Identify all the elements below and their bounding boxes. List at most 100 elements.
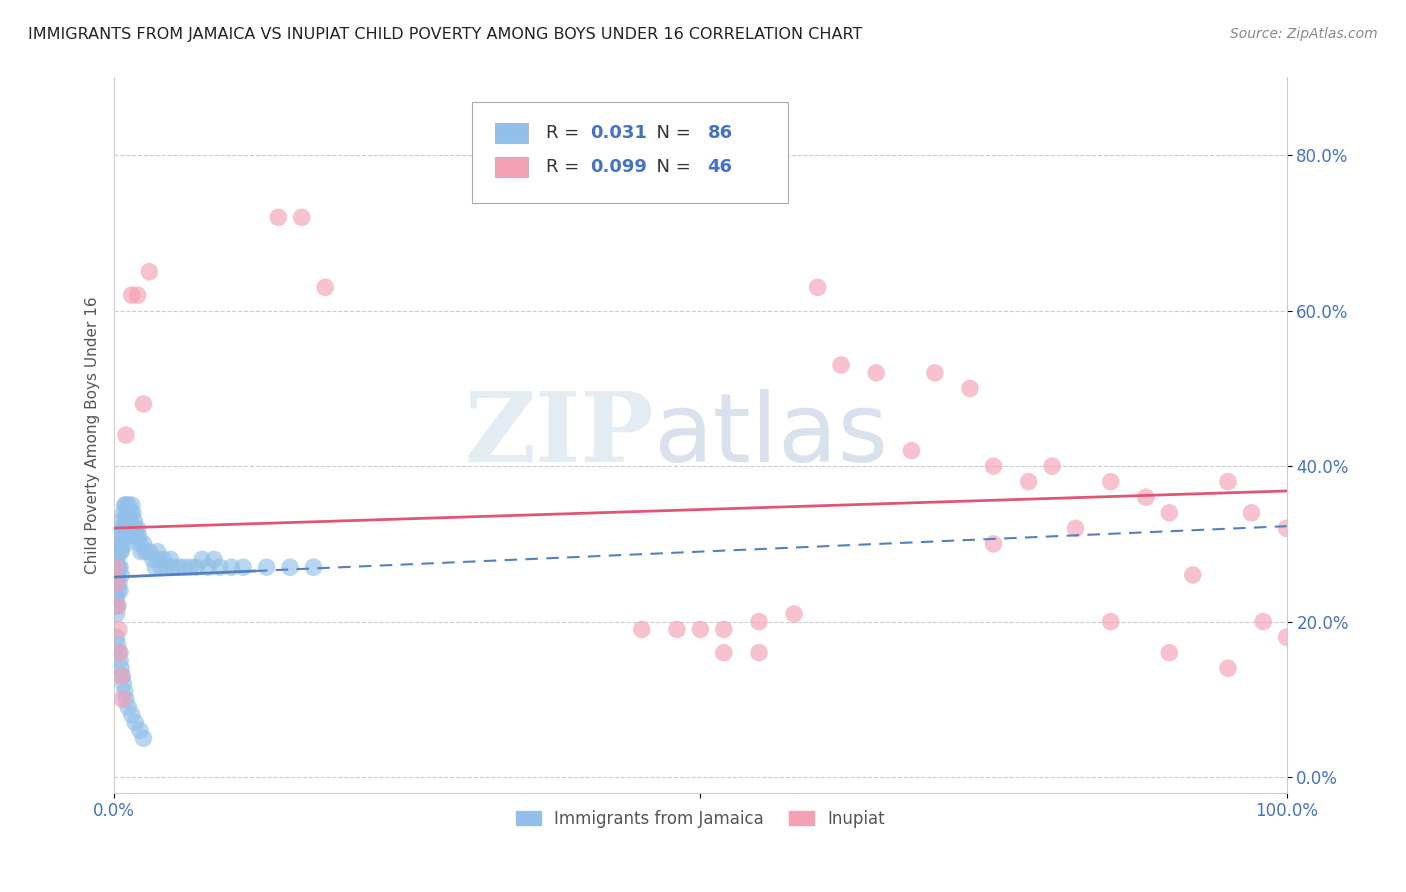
Point <box>115 506 138 520</box>
Point <box>924 366 946 380</box>
Point <box>108 646 131 660</box>
Point <box>1135 490 1157 504</box>
Text: R =: R = <box>546 158 585 176</box>
Point <box>111 692 134 706</box>
Point <box>748 646 770 660</box>
Point <box>112 529 135 543</box>
Point <box>748 615 770 629</box>
Point <box>112 677 135 691</box>
Point <box>107 560 129 574</box>
Point <box>129 723 152 738</box>
Point <box>267 211 290 225</box>
Text: R =: R = <box>546 124 585 142</box>
Point <box>143 560 166 574</box>
Point <box>150 560 173 574</box>
Point <box>105 607 128 621</box>
Point <box>138 265 160 279</box>
Point <box>1181 568 1204 582</box>
Point <box>105 552 128 566</box>
Point <box>1240 506 1263 520</box>
Y-axis label: Child Poverty Among Boys Under 16: Child Poverty Among Boys Under 16 <box>86 296 100 574</box>
Point <box>105 575 128 590</box>
Text: N =: N = <box>645 124 697 142</box>
Point <box>104 575 127 590</box>
Point <box>124 521 146 535</box>
Point <box>1216 661 1239 675</box>
Point <box>107 638 129 652</box>
Point <box>122 514 145 528</box>
Text: ZIP: ZIP <box>464 388 654 482</box>
Point <box>127 521 149 535</box>
Point <box>104 560 127 574</box>
Point <box>302 560 325 574</box>
Point <box>191 552 214 566</box>
Point <box>105 630 128 644</box>
Point <box>112 506 135 520</box>
Point <box>107 599 129 613</box>
Point <box>1159 506 1181 520</box>
Point <box>197 560 219 574</box>
Point <box>117 521 139 535</box>
Point <box>186 560 208 574</box>
Point <box>110 521 132 535</box>
Point <box>121 498 143 512</box>
Text: N =: N = <box>645 158 697 176</box>
Point <box>108 529 131 543</box>
Point <box>630 623 652 637</box>
Point <box>278 560 301 574</box>
Point <box>713 646 735 660</box>
Point <box>783 607 806 621</box>
FancyBboxPatch shape <box>495 157 529 177</box>
Text: 46: 46 <box>707 158 733 176</box>
Point <box>202 552 225 566</box>
Point <box>107 583 129 598</box>
Point <box>256 560 278 574</box>
Point <box>114 521 136 535</box>
Point <box>146 544 169 558</box>
Point <box>221 560 243 574</box>
Text: Source: ZipAtlas.com: Source: ZipAtlas.com <box>1230 27 1378 41</box>
Point <box>167 560 190 574</box>
Point <box>107 599 129 613</box>
Point <box>291 211 314 225</box>
Text: atlas: atlas <box>654 389 889 482</box>
Point <box>105 568 128 582</box>
Point <box>132 537 155 551</box>
Point <box>128 529 150 543</box>
Point <box>108 560 131 574</box>
Point <box>156 560 179 574</box>
Point <box>152 552 174 566</box>
Point <box>117 498 139 512</box>
Point <box>865 366 887 380</box>
Point <box>1099 475 1122 489</box>
Point <box>689 623 711 637</box>
Point <box>115 428 138 442</box>
Point <box>179 560 201 574</box>
Point <box>108 544 131 558</box>
Point <box>121 707 143 722</box>
Point <box>107 568 129 582</box>
Point <box>118 514 141 528</box>
Point <box>108 583 131 598</box>
Point <box>830 358 852 372</box>
Point <box>124 715 146 730</box>
Point <box>111 669 134 683</box>
Point <box>117 700 139 714</box>
Point <box>108 575 131 590</box>
Point <box>983 459 1005 474</box>
Point <box>159 552 181 566</box>
Point <box>104 591 127 606</box>
Point <box>104 599 127 613</box>
Text: 86: 86 <box>707 124 733 142</box>
Point <box>1040 459 1063 474</box>
Point <box>129 537 152 551</box>
Point <box>105 575 128 590</box>
Point <box>104 560 127 574</box>
Point <box>120 506 142 520</box>
Point <box>108 560 131 574</box>
Point <box>111 537 134 551</box>
Point <box>115 514 138 528</box>
Point <box>132 397 155 411</box>
Point <box>110 544 132 558</box>
Point <box>900 443 922 458</box>
